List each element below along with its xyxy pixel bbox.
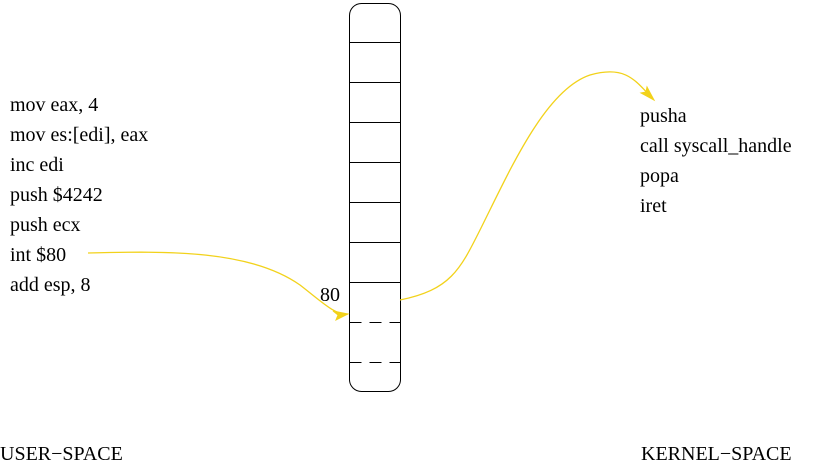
interrupt-vector-table — [349, 3, 401, 392]
kernel-code-listing: pusha call syscall_handle popa iret — [640, 101, 792, 221]
handler-dispatch-arrow-line — [399, 71, 653, 301]
user-code-line: int $80 — [10, 244, 67, 266]
handler-dispatch-arrowhead — [639, 85, 656, 102]
vector-entry-label: 80 — [320, 284, 340, 306]
user-code-line: mov es:[edi], eax — [10, 124, 149, 146]
user-code-line: inc edi — [10, 154, 64, 176]
user-code-line: push $4242 — [10, 184, 103, 206]
int-call-arrow-line — [87, 251, 349, 315]
int-call-arrowhead — [332, 310, 350, 322]
vector-table-outline — [349, 3, 401, 392]
kernel-code-line: pusha — [640, 105, 687, 127]
int-call-arrow — [87, 251, 350, 322]
user-code-line: mov eax, 4 — [10, 94, 99, 116]
kernel-code-line: iret — [640, 195, 667, 217]
kernel-code-line: call syscall_handle — [640, 135, 792, 157]
kernel-code-line: popa — [640, 165, 679, 187]
handler-dispatch-arrow — [399, 71, 656, 301]
user-code-line: add esp, 8 — [10, 274, 91, 296]
kernel-space-label: KERNEL−SPACE — [641, 443, 792, 465]
user-code-line: push ecx — [10, 214, 81, 236]
user-code-listing: mov eax, 4 mov es:[edi], eax inc edi pus… — [10, 90, 148, 300]
user-space-label: USER−SPACE — [0, 443, 123, 465]
